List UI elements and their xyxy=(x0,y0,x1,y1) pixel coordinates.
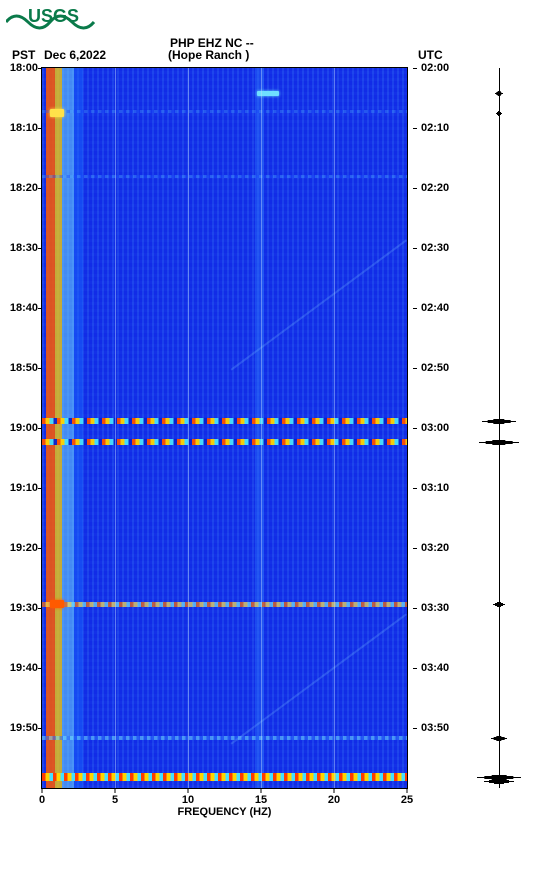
y-left-tick-label: 19:20 xyxy=(10,542,38,554)
y-right-tick-mark xyxy=(413,428,417,429)
left-timezone-label: PST xyxy=(12,48,35,62)
x-tick-label: 0 xyxy=(39,794,45,806)
seismogram-wiggle xyxy=(498,95,501,96)
y-left-tick-mark xyxy=(38,68,42,69)
x-tick-mark xyxy=(261,788,262,793)
spectro-bright-blob xyxy=(50,600,64,608)
y-right-tick-label: 02:00 xyxy=(421,62,449,74)
y-left-tick-label: 18:20 xyxy=(10,182,38,194)
spectro-grid-line xyxy=(334,68,335,788)
spectro-event-band xyxy=(42,418,407,424)
seismogram-wiggle xyxy=(494,783,504,784)
y-left-tick-mark xyxy=(38,248,42,249)
x-axis: FREQUENCY (HZ) 0510152025 xyxy=(42,788,407,820)
seismogram-wiggle xyxy=(497,606,501,607)
spectro-event-band xyxy=(42,110,407,113)
y-left-tick-label: 18:30 xyxy=(10,242,38,254)
y-right-tick-label: 03:50 xyxy=(421,722,449,734)
y-left-tick-mark xyxy=(38,128,42,129)
x-tick-label: 10 xyxy=(182,794,194,806)
seismogram-centerline xyxy=(499,68,500,788)
y-left-tick-label: 18:40 xyxy=(10,302,38,314)
x-tick-mark xyxy=(334,788,335,793)
y-right-tick-mark xyxy=(413,488,417,489)
y-left-tick-label: 18:10 xyxy=(10,122,38,134)
y-axis-left: 18:0018:1018:2018:3018:4018:5019:0019:10… xyxy=(0,68,42,788)
seismogram-wiggle xyxy=(492,444,505,445)
y-right-tick-mark xyxy=(413,68,417,69)
spectro-grid-line xyxy=(115,68,116,788)
y-left-tick-mark xyxy=(38,308,42,309)
y-left-tick-mark xyxy=(38,188,42,189)
station-name-label: (Hope Ranch ) xyxy=(168,48,249,62)
y-right-tick-mark xyxy=(413,668,417,669)
y-right-tick-mark xyxy=(413,548,417,549)
x-tick-label: 25 xyxy=(401,794,413,806)
y-left-tick-mark xyxy=(38,668,42,669)
y-left-tick-mark xyxy=(38,608,42,609)
seismogram-wiggle xyxy=(493,423,504,424)
y-right-tick-label: 03:30 xyxy=(421,602,449,614)
y-right-tick-mark xyxy=(413,308,417,309)
spectro-grid-line xyxy=(407,68,408,788)
y-left-tick-mark xyxy=(38,488,42,489)
spectrogram-canvas xyxy=(42,68,407,788)
y-right-tick-mark xyxy=(413,188,417,189)
y-right-tick-mark xyxy=(413,608,417,609)
date-label: Dec 6,2022 xyxy=(44,48,106,62)
spectro-event-band xyxy=(42,773,407,781)
y-right-tick-label: 03:10 xyxy=(421,482,449,494)
y-right-tick-label: 02:30 xyxy=(421,242,449,254)
x-tick-label: 5 xyxy=(112,794,118,806)
y-right-tick-label: 02:50 xyxy=(421,362,449,374)
y-left-tick-mark xyxy=(38,548,42,549)
y-left-tick-label: 19:40 xyxy=(10,662,38,674)
x-tick-label: 20 xyxy=(328,794,340,806)
y-left-tick-mark xyxy=(38,428,42,429)
x-tick-mark xyxy=(188,788,189,793)
y-right-tick-mark xyxy=(413,128,417,129)
x-tick-label: 15 xyxy=(255,794,267,806)
spectro-event-band xyxy=(42,175,407,178)
spectrogram-plot: 18:0018:1018:2018:3018:4018:5019:0019:10… xyxy=(42,68,407,788)
y-left-tick-mark xyxy=(38,368,42,369)
x-tick-mark xyxy=(115,788,116,793)
x-tick-mark xyxy=(42,788,43,793)
spectro-grid-line xyxy=(188,68,189,788)
y-right-tick-label: 03:00 xyxy=(421,422,449,434)
y-left-tick-label: 18:00 xyxy=(10,62,38,74)
y-left-tick-mark xyxy=(38,728,42,729)
y-left-tick-label: 19:10 xyxy=(10,482,38,494)
x-axis-label: FREQUENCY (HZ) xyxy=(178,806,272,818)
y-left-tick-label: 19:00 xyxy=(10,422,38,434)
usgs-logo-svg: USGS xyxy=(6,4,116,30)
y-right-tick-mark xyxy=(413,368,417,369)
y-left-tick-label: 18:50 xyxy=(10,362,38,374)
y-right-tick-label: 03:20 xyxy=(421,542,449,554)
right-timezone-label: UTC xyxy=(418,48,443,62)
seismogram-wiggle xyxy=(496,740,501,741)
y-right-tick-label: 02:10 xyxy=(421,122,449,134)
y-right-tick-mark xyxy=(413,728,417,729)
y-right-tick-mark xyxy=(413,248,417,249)
x-tick-mark xyxy=(407,788,408,793)
spectro-event-band xyxy=(42,602,407,607)
seismogram-wiggle xyxy=(498,115,500,116)
y-right-tick-label: 02:20 xyxy=(421,182,449,194)
usgs-logo: USGS xyxy=(0,0,552,34)
seismogram-strip xyxy=(460,68,538,788)
spectro-event-band xyxy=(42,439,407,445)
y-left-tick-label: 19:50 xyxy=(10,722,38,734)
y-right-tick-label: 02:40 xyxy=(421,302,449,314)
y-right-tick-label: 03:40 xyxy=(421,662,449,674)
y-axis-right: 02:0002:1002:2002:3002:4002:5003:0003:10… xyxy=(413,68,455,788)
y-left-tick-label: 19:30 xyxy=(10,602,38,614)
plot-header: PST Dec 6,2022 PHP EHZ NC -- (Hope Ranch… xyxy=(0,34,552,66)
spectro-bright-blob xyxy=(50,109,64,117)
usgs-logo-text: USGS xyxy=(28,6,79,26)
spectro-event-band xyxy=(42,736,407,740)
spectro-grid-line xyxy=(261,68,262,788)
